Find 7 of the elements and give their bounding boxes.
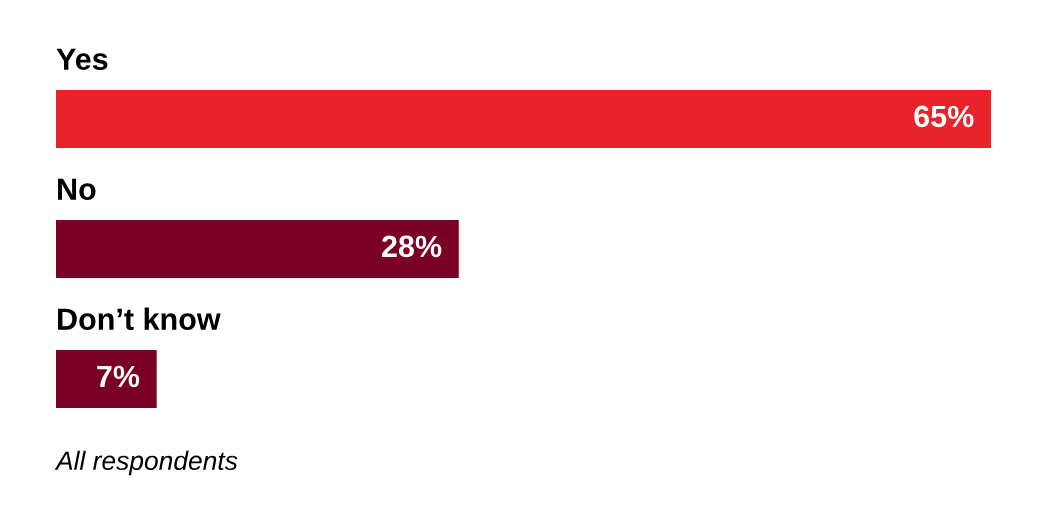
data-label: 65% <box>914 105 974 128</box>
y-tick-label: Don’t know <box>58 307 221 330</box>
data-label: 7% <box>97 365 140 388</box>
text: All respondents <box>54 450 238 476</box>
data-label: 28% <box>382 235 442 258</box>
y-tick-label: Yes <box>56 48 108 70</box>
y-tick-label: No <box>58 178 96 200</box>
